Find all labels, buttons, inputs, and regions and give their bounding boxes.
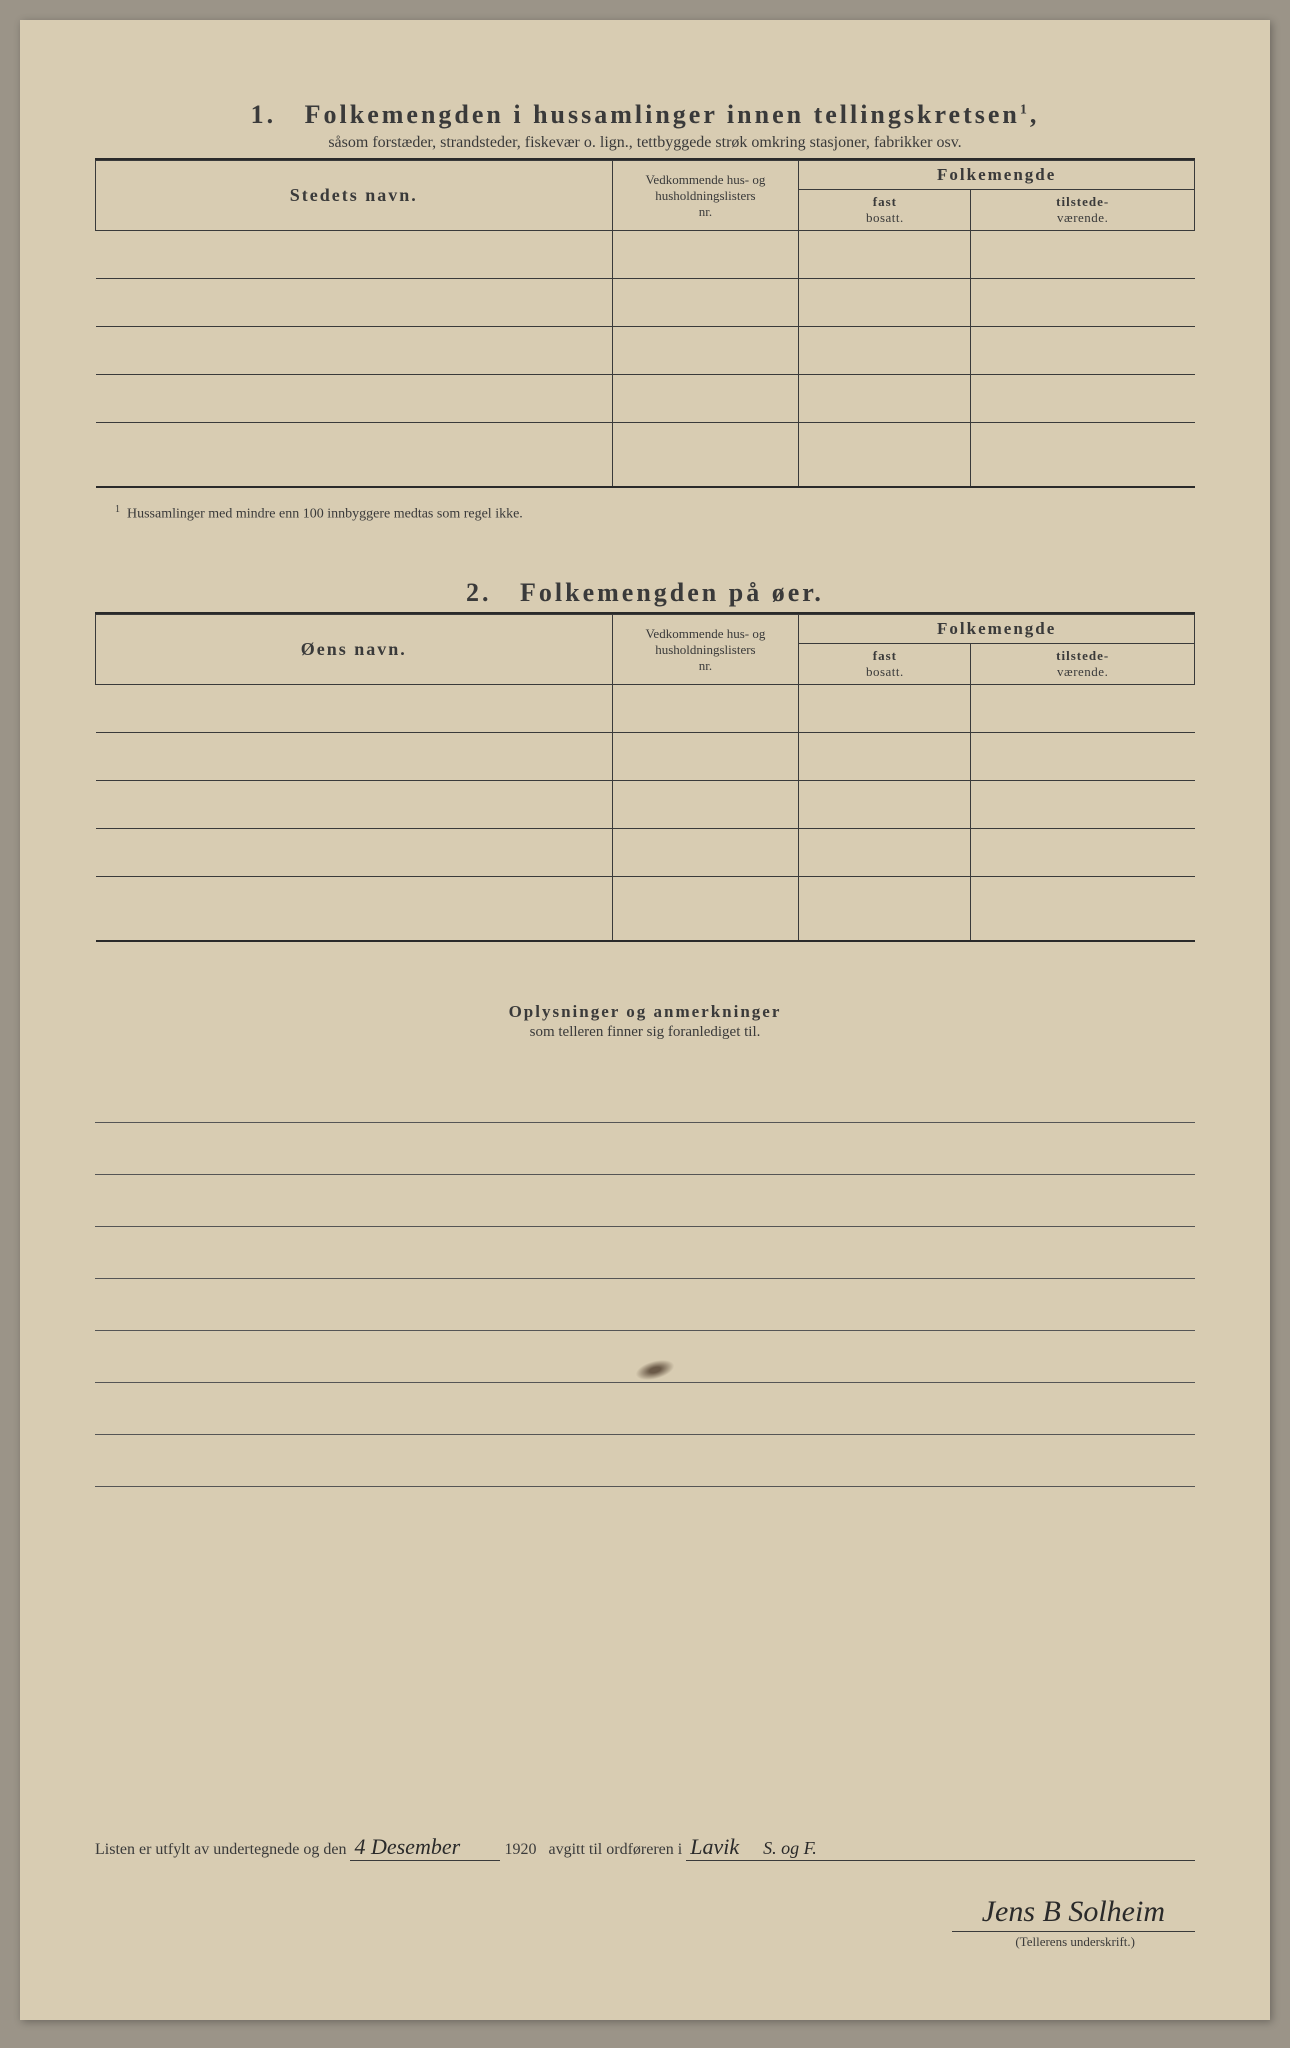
- remarks-title: Oplysninger og anmerkninger: [95, 1002, 1195, 1022]
- ruled-line: [95, 1175, 1195, 1227]
- col-folkemengde: Folkemengde: [799, 161, 1195, 190]
- table-2-body: [96, 685, 1195, 941]
- title-sup: 1: [1020, 102, 1030, 117]
- ruled-line: [95, 1071, 1195, 1123]
- census-form-page: 1. Folkemengden i hussamlinger innen tel…: [20, 20, 1270, 2020]
- ruled-line: [95, 1331, 1195, 1383]
- remarks-lines: [95, 1071, 1195, 1487]
- col-lists: Vedkommende hus- og husholdningslisters …: [612, 161, 799, 231]
- col-stedets-navn: Stedets navn.: [96, 161, 613, 231]
- section-1-number: 1.: [251, 100, 277, 129]
- section-2-title-text: Folkemengden på øer.: [520, 578, 824, 607]
- col-lists: Vedkommende hus- og husholdningslisters …: [612, 615, 799, 685]
- completion-prefix: Listen er utfylt av undertegnede og den: [95, 1841, 346, 1859]
- section-2: 2. Folkemengden på øer. Øens navn. Vedko…: [95, 578, 1195, 942]
- ink-smudge: [633, 1356, 676, 1384]
- ruled-line: [95, 1279, 1195, 1331]
- signature-handwritten: Jens B Solheim: [952, 1895, 1195, 1932]
- place-suffix-handwritten: S. og F.: [759, 1838, 821, 1858]
- ruled-line: [95, 1435, 1195, 1487]
- footnote-1: 1 Hussamlinger med mindre enn 100 innbyg…: [95, 504, 1195, 523]
- ruled-line: [95, 1227, 1195, 1279]
- col-oens-navn: Øens navn.: [96, 615, 613, 685]
- section-1-title-text: Folkemengden i hussamlinger innen tellin…: [305, 100, 1020, 129]
- completion-mid: avgitt til ordføreren i: [548, 1841, 682, 1859]
- table-1-body: [96, 231, 1195, 487]
- col-fast: fast bosatt.: [799, 644, 971, 685]
- footnote-sup: 1: [115, 504, 120, 515]
- signature-area: Jens B Solheim (Tellerens underskrift.): [95, 1895, 1195, 1950]
- signature-block: Listen er utfylt av undertegnede og den …: [95, 1834, 1195, 1950]
- completion-line: Listen er utfylt av undertegnede og den …: [95, 1834, 1195, 1861]
- footnote-text: Hussamlinger med mindre enn 100 innbygge…: [127, 506, 523, 521]
- date-handwritten: 4 Desember: [350, 1834, 464, 1859]
- date-blank: 4 Desember: [350, 1834, 500, 1861]
- ruled-line: [95, 1383, 1195, 1435]
- table-1: Stedets navn. Vedkommende hus- og hushol…: [95, 160, 1195, 488]
- remarks-section: Oplysninger og anmerkninger som telleren…: [95, 1002, 1195, 1487]
- remarks-subtitle: som telleren finner sig foranlediget til…: [95, 1024, 1195, 1041]
- col-tilstede: tilstede- værende.: [971, 644, 1195, 685]
- place-handwritten: Lavik: [686, 1834, 743, 1859]
- signature-caption: (Tellerens underskrift.): [95, 1934, 1195, 1950]
- section-1-subtitle: såsom forstæder, strandsteder, fiskevær …: [95, 134, 1195, 152]
- section-1-title: 1. Folkemengden i hussamlinger innen tel…: [95, 100, 1195, 130]
- col-tilstede: tilstede- værende.: [971, 190, 1195, 231]
- section-2-title: 2. Folkemengden på øer.: [95, 578, 1195, 608]
- col-fast: fast bosatt.: [799, 190, 971, 231]
- table-2: Øens navn. Vedkommende hus- og husholdni…: [95, 614, 1195, 942]
- section-1: 1. Folkemengden i hussamlinger innen tel…: [95, 100, 1195, 522]
- col-folkemengde: Folkemengde: [799, 615, 1195, 644]
- year: 1920: [504, 1841, 536, 1859]
- ruled-line: [95, 1123, 1195, 1175]
- section-2-number: 2.: [466, 578, 492, 607]
- place-blank: Lavik S. og F.: [686, 1834, 1195, 1861]
